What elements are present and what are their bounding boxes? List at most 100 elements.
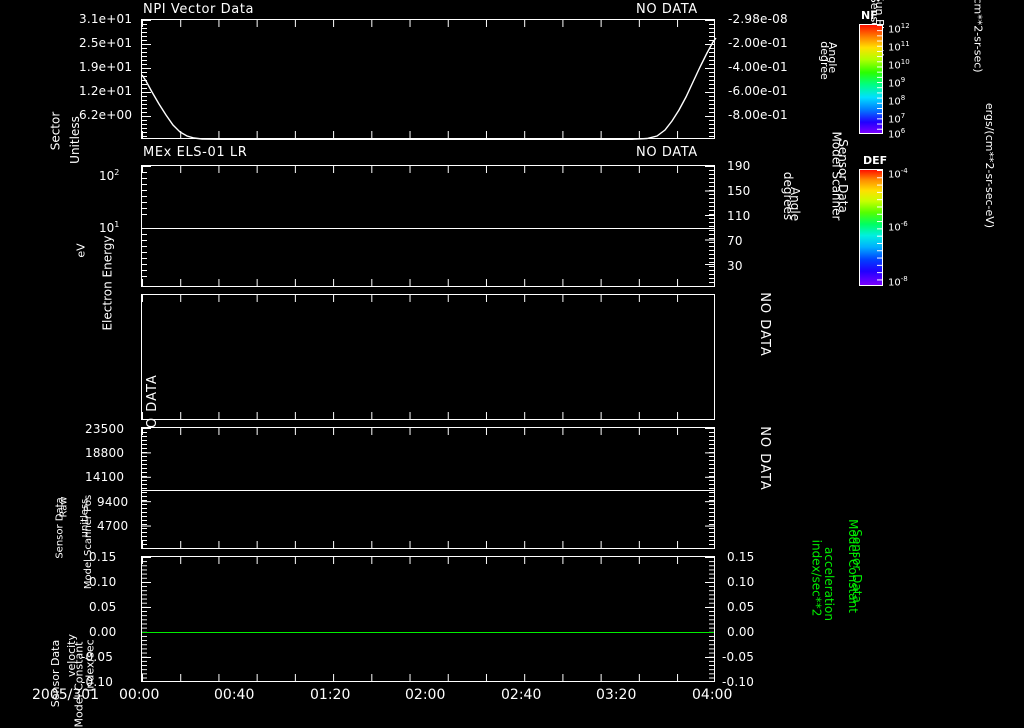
panel1-left-axis-label-line1: Unitless [67,116,82,164]
nf-tick-3: 109 [888,76,906,90]
panel2-right-axis-label-line3: degrees [781,171,796,221]
panel5-right-axis-label-line1: Model Constant [845,519,860,613]
panel2-rytick-3: 70 [727,234,743,248]
nf-tick-6: 106 [888,127,906,141]
panel2-series-electron-energy [142,228,714,229]
panel5-ytick-5: -0.10 [81,675,114,689]
panel2-ytick-0: 102 [99,168,120,183]
panel2-rytick-2: 110 [727,209,751,223]
def-tick-0: 10-4 [888,167,908,181]
def-tick-2: 10-8 [888,275,908,289]
xaxis-tick-1: 00:40 [214,687,255,703]
panel5-right-ticks [705,557,714,681]
panel1-top-ticks [142,20,714,27]
def-colorbar-gradient [860,170,882,285]
panel2-ytick-1: 101 [99,220,120,235]
panel4-left-ticks [142,428,151,548]
panel5-series-velocity [142,632,714,633]
panel3-bottom-ticks [142,412,714,419]
panel2-left-axis-label-line0: Electron Energy [100,235,115,331]
panel-npi-vector-data[interactable] [141,19,717,141]
def-colorbar[interactable] [859,169,883,286]
panel5-ytick-2: 0.05 [89,600,117,614]
panel2-rytick-4: 30 [727,259,743,273]
panel2-rytick-1: 150 [727,184,751,198]
nf-tick-4: 108 [888,94,906,108]
panel4-ytick-4: 4700 [97,519,129,533]
nf-tick-2: 1010 [888,58,910,72]
panel4-left-axis-label-line3: unitless [79,498,91,538]
panel2-left-axis-label-line1: eV [74,243,88,258]
xaxis-tick-0: 00:00 [119,687,160,703]
nf-colorbar[interactable] [859,24,883,134]
xaxis-tick-5: 03:20 [596,687,637,703]
panel4-series-scanner-pos [142,490,714,491]
panel5-rytick-5: -0.10 [722,675,755,689]
panel2-bottom-ticks [142,279,714,286]
def-colorbar-ticks [877,170,882,285]
panel4-ytick-1: 18800 [85,446,125,460]
panel2-left-ticks [142,166,151,286]
def-colorbar-label: DEF [863,154,888,167]
panel3-right-no-data: NO DATA [756,292,772,357]
panel5-left-axis-label-line3: index/sec [83,639,97,692]
panel-model-constant-velocity[interactable] [141,556,715,682]
xaxis-tick-4: 02:40 [501,687,542,703]
panel1-rytick-1: -2.00e-01 [728,36,788,50]
nf-colorbar-ticks [877,25,882,133]
nf-colorbar-unit: cnts/(cm**2-sr-sec) [971,0,985,73]
panel4-right-ticks [705,428,714,548]
panel-mex-els-01-lr[interactable] [141,165,715,287]
panel2-rytick-0: 190 [727,159,751,173]
panel1-ytick-3: 1.2e+01 [79,84,133,98]
nf-colorbar-gradient [860,25,882,133]
panel5-right-axis-label-line2: acceleration [821,547,836,621]
panel5-right-axis-label-line3: index/sec**2 [809,539,824,617]
panel5-rytick-2: 0.05 [727,600,755,614]
panel5-ytick-1: 0.10 [89,575,117,589]
xaxis-tick-6: 04:00 [692,687,733,703]
panel1-right-title: NO DATA [636,2,698,17]
nf-tick-1: 1011 [888,40,910,54]
panel2-title: MEx ELS-01 LR [143,145,248,160]
panel1-rytick-4: -8.00e-01 [728,108,788,122]
def-colorbar-unit: ergs/(cm**2-sr-sec-eV) [983,102,997,229]
panel4-ytick-2: 14100 [85,470,125,484]
panel4-ytick-0: 23500 [85,422,125,436]
panel1-series-sector [141,37,717,141]
panel5-rytick-0: 0.15 [727,550,755,564]
panel5-top-ticks [142,557,714,564]
panel5-ytick-0: 0.15 [89,550,117,564]
panel5-bottom-ticks [142,674,714,681]
panel2-top-ticks [142,166,714,173]
panel4-left-axis-label-line2: Raw [58,496,70,518]
panel1-ytick-4: 6.2e+00 [79,108,133,122]
nf-tick-0: 1012 [888,22,910,36]
panel1-rytick-0: -2.98e-08 [728,12,788,26]
panel4-top-ticks [142,428,714,435]
panel1-left-axis-label-line0: Sector [48,111,63,151]
panel5-left-ticks [142,557,151,681]
panel4-bottom-ticks [142,541,714,548]
panel1-right-ticks [705,20,714,138]
xaxis-tick-2: 01:20 [310,687,351,703]
panel1-title: NPI Vector Data [143,2,255,17]
panel4-right-no-data: NO DATA [756,426,772,491]
xaxis-date-label: 2005/301 [32,687,100,703]
panel1-bottom-ticks [142,131,714,138]
panel-no-data-3[interactable] [141,294,715,420]
panel1-ytick-2: 1.9e+01 [79,60,133,74]
def-tick-1: 10-6 [888,220,908,234]
panel5-ytick-4: -0.05 [81,650,114,664]
nf-tick-5: 107 [888,112,906,126]
panel5-rytick-3: 0.00 [727,625,755,639]
panel2-right-title: NO DATA [636,145,698,160]
panel-model-scanner-pos-raw[interactable] [141,427,715,549]
panel2-right-axis-label-line1: Model Scanner [829,131,844,221]
nf-colorbar-label: NF [861,9,878,22]
panel1-ytick-0: 3.1e+01 [79,12,133,26]
panel1-right-axis-label-line3: degree [817,41,831,80]
panel5-rytick-4: -0.05 [722,650,755,664]
panel1-ytick-1: 2.5e+01 [79,36,133,50]
panel5-rytick-1: 0.10 [727,575,755,589]
